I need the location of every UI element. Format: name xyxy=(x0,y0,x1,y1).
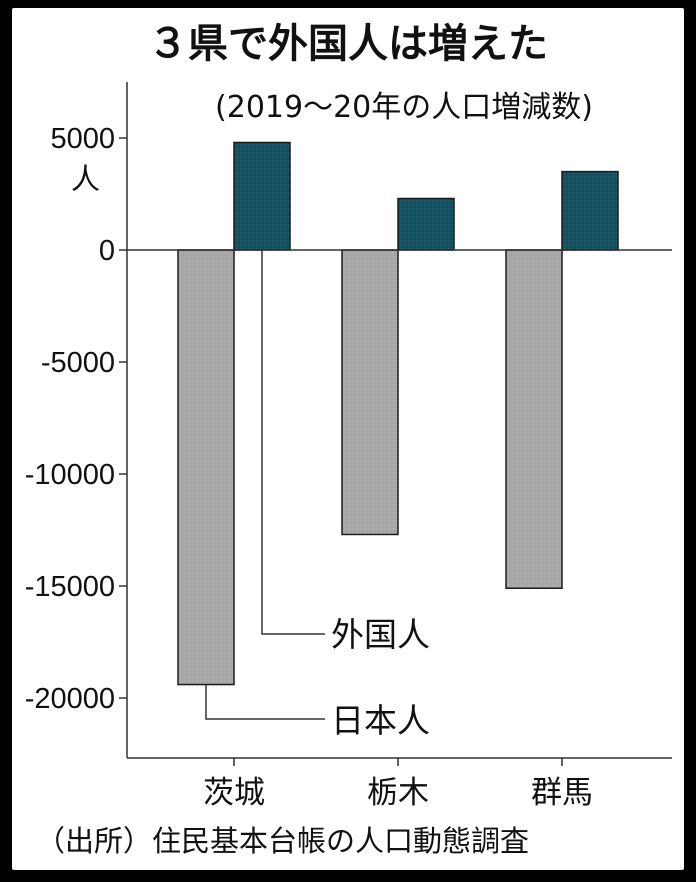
category-label: 茨城 xyxy=(203,775,265,811)
bars xyxy=(177,141,619,686)
category-labels: 茨城 栃木 群馬 xyxy=(203,775,593,811)
bar-japanese-3 xyxy=(505,249,563,589)
y-tick-label: -15000 xyxy=(25,571,115,603)
category-label: 栃木 xyxy=(367,775,429,811)
y-tick-label: 5000 xyxy=(50,123,115,155)
bar-japanese-1 xyxy=(177,249,235,686)
bar-foreign-2 xyxy=(397,197,455,251)
y-tick-label: -5000 xyxy=(41,347,115,379)
y-axis-ticks: 5000 0 -5000 -10000 -15000 -20000 xyxy=(25,123,127,715)
y-tick-label: -20000 xyxy=(25,683,115,715)
bar-foreign-3 xyxy=(561,170,619,251)
y-tick-label: -10000 xyxy=(25,459,115,491)
legend-leaders xyxy=(205,250,325,720)
y-axis-unit: 人 xyxy=(71,162,100,196)
legend-label-japanese: 日本人 xyxy=(331,701,430,740)
x-axis-ticks xyxy=(233,758,563,766)
chart-subtitle: (2019〜20年の人口増減数) xyxy=(215,90,593,125)
chart-title: ３県で外国人は増えた xyxy=(148,21,548,67)
bar-japanese-2 xyxy=(341,249,399,536)
leader-line-foreign xyxy=(261,250,325,635)
category-label: 群馬 xyxy=(531,775,593,811)
bar-foreign-1 xyxy=(233,141,291,251)
source-note: （出所）住民基本台帳の人口動態調査 xyxy=(36,824,529,858)
y-tick-label: 0 xyxy=(99,235,115,267)
leader-line-japanese xyxy=(205,684,325,720)
legend-label-foreign: 外国人 xyxy=(331,615,430,654)
